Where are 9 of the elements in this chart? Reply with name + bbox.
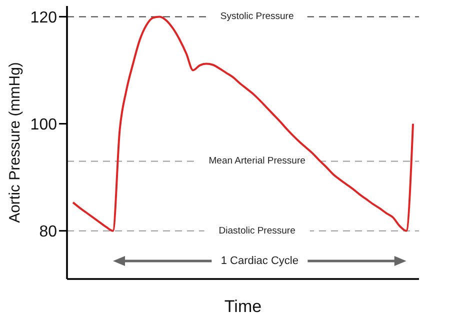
x-axis-title: Time bbox=[224, 297, 262, 314]
y-axis-title: Aortic Pressure (mmHg) bbox=[6, 62, 24, 223]
y-tick-label: 80 bbox=[39, 224, 58, 241]
ref-line-label: Mean Arterial Pressure bbox=[208, 156, 306, 167]
y-tick-label: 120 bbox=[30, 9, 58, 26]
annotation: 1 Cardiac Cycle bbox=[220, 255, 298, 267]
ref-line-label: Systolic Pressure bbox=[220, 11, 294, 22]
y-tick-label: 100 bbox=[30, 116, 58, 134]
ref-line-label: Diastolic Pressure bbox=[218, 225, 296, 236]
